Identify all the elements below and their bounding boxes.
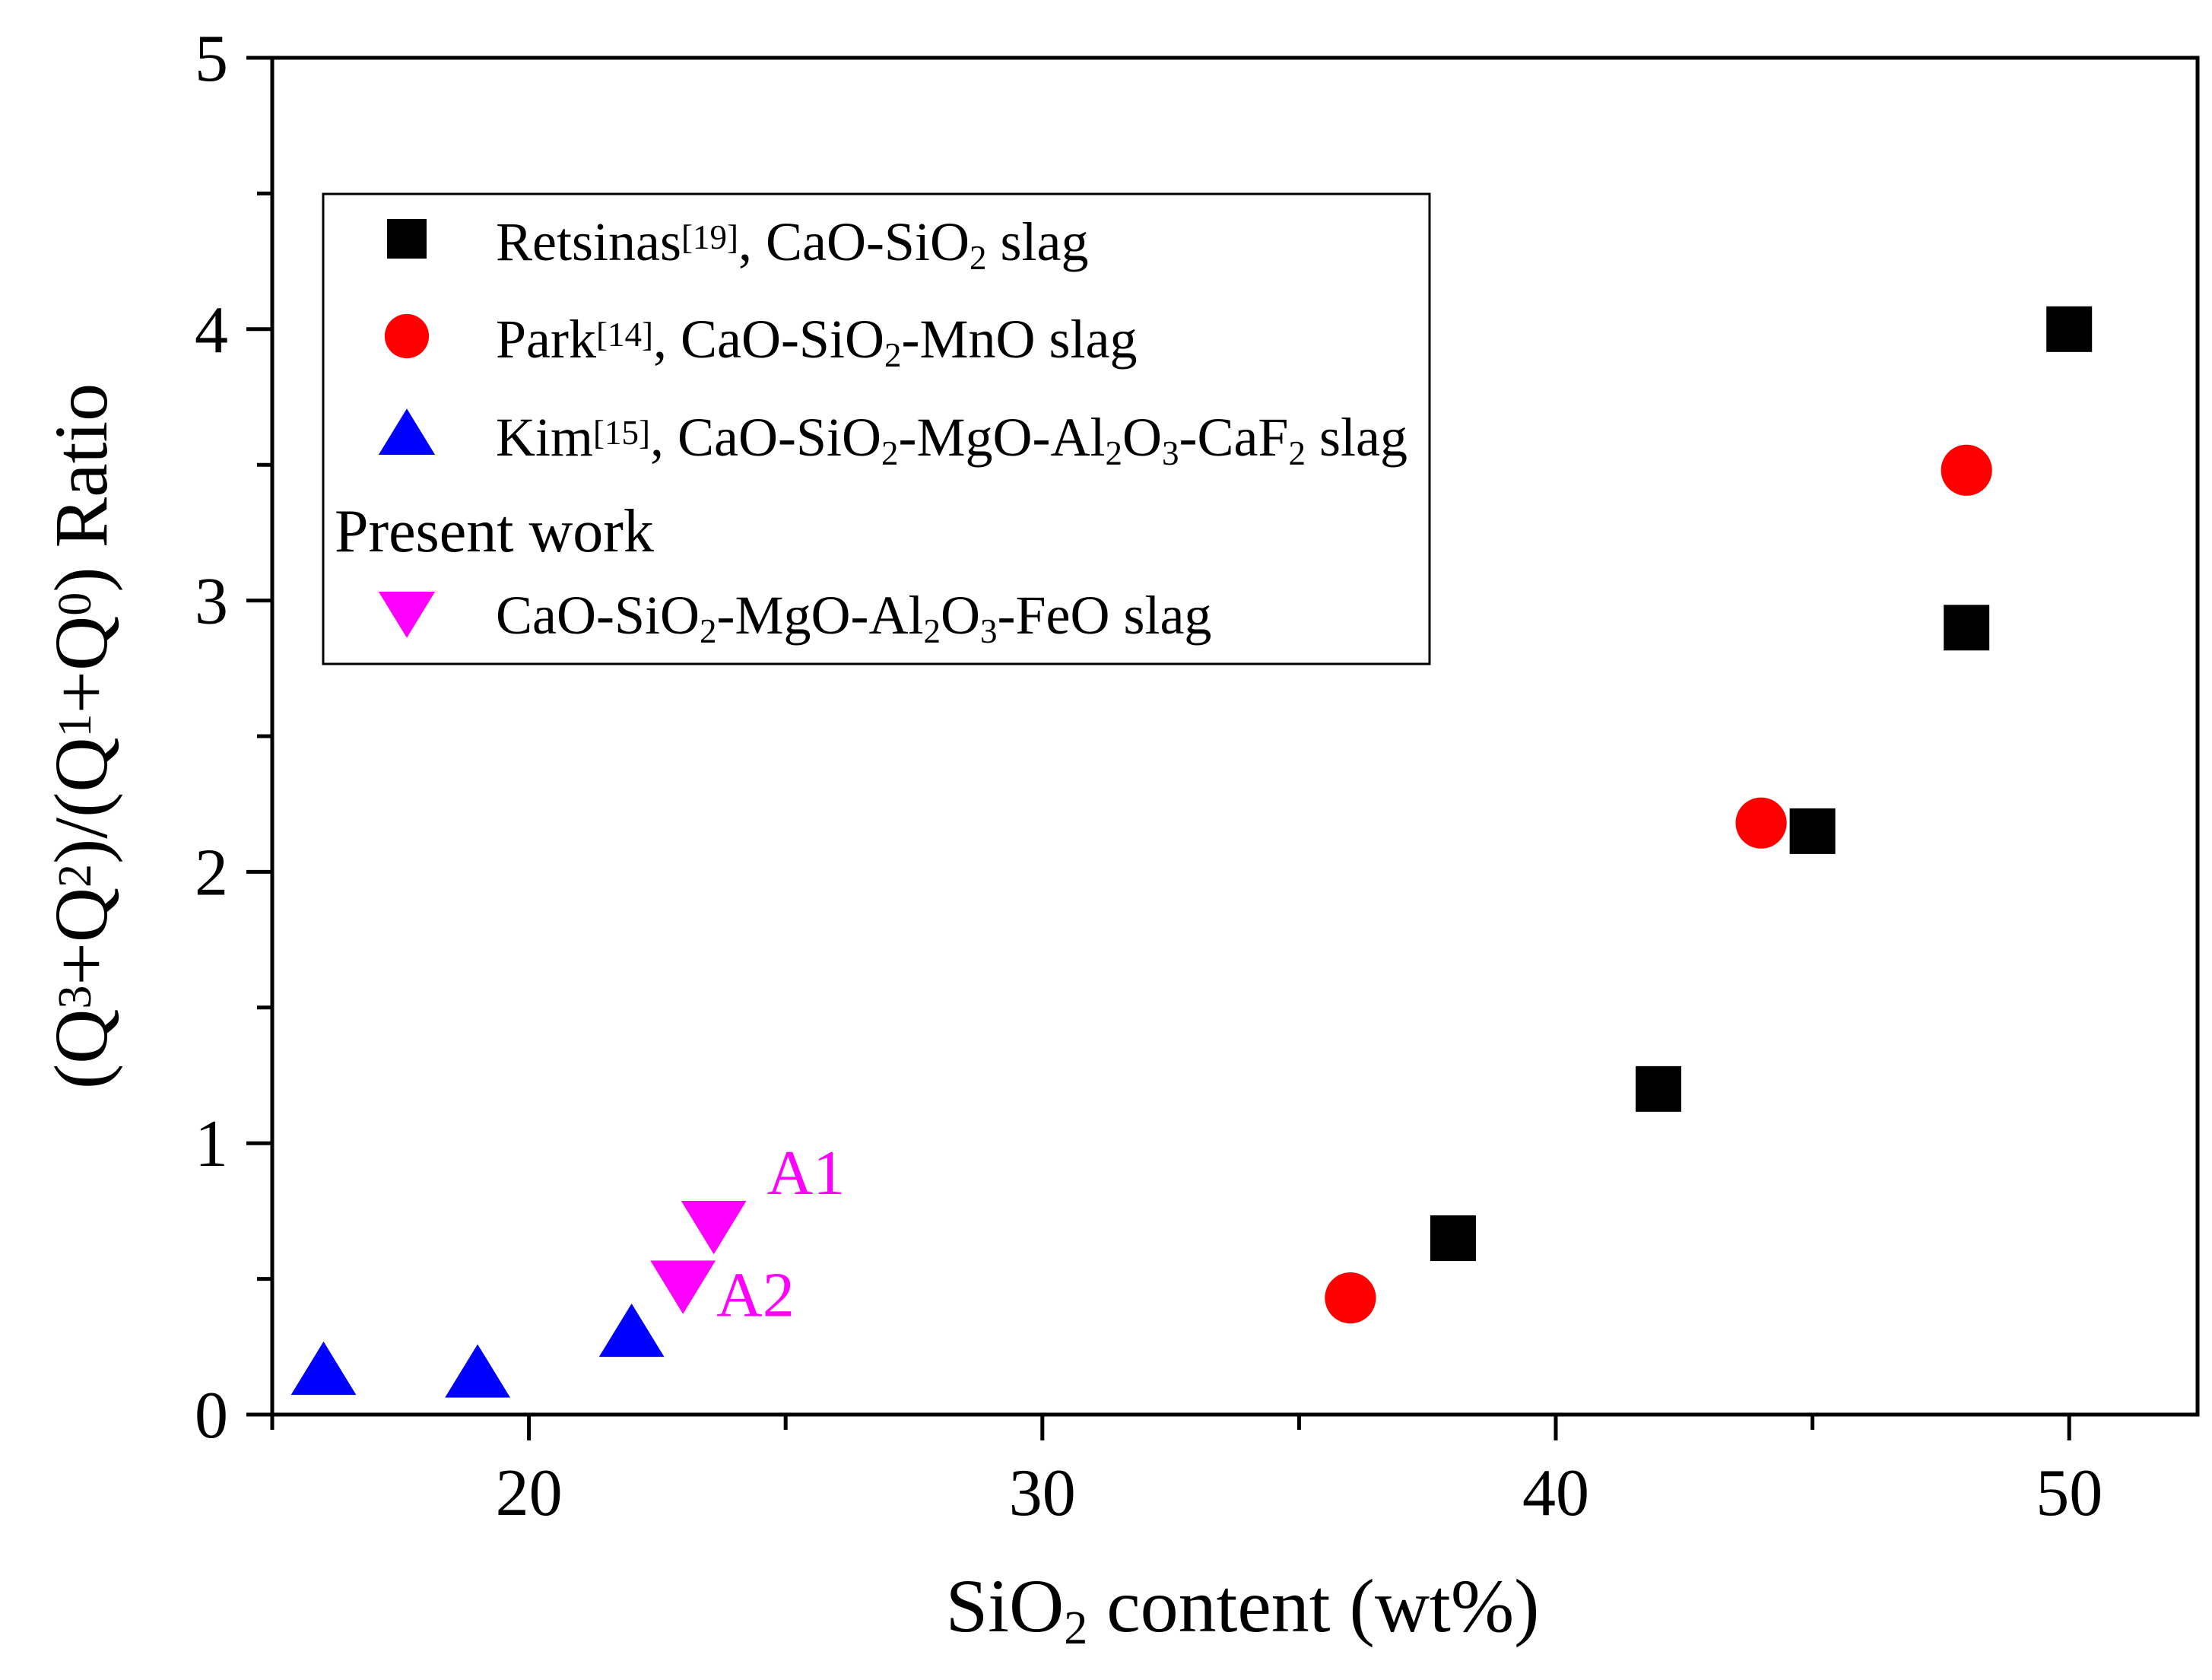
axis-labels: SiO2 content (wt%)(Q3+Q2)/(Q1+Q0) Ratio <box>39 383 1539 1654</box>
legend-label-1-run-2: , CaO-SiO <box>653 309 884 370</box>
series-0-point-2 <box>1789 808 1836 854</box>
y-axis-label-run-5: 1 <box>49 713 101 737</box>
legend-label-3: CaO-SiO2-MgO-Al2O3-FeO slag <box>496 585 1211 650</box>
legend-marker-2 <box>378 408 436 456</box>
series-2-point-0 <box>290 1341 357 1396</box>
legend-label-2-run-1: [15] <box>593 414 650 452</box>
legend-label-1-run-0: Park <box>496 309 596 370</box>
y-axis-label-run-7: 0 <box>49 592 101 616</box>
x-axis-label-run-2: content (wt%) <box>1087 1564 1539 1648</box>
point-label-a1: A1 <box>767 1138 846 1208</box>
y-axis-label-run-6: +Q <box>39 616 123 714</box>
legend-label-2-run-10: slag <box>1306 407 1407 468</box>
y-tick-label: 1 <box>195 1107 228 1181</box>
legend-label-3-run-6: -FeO slag <box>997 585 1211 646</box>
point-labels: A1 A2 <box>716 1138 845 1330</box>
legend-label-0-run-3: 2 <box>970 239 987 277</box>
series-3-point-0 <box>681 1201 747 1255</box>
legend-label-2-run-7: 3 <box>1162 434 1179 472</box>
legend-label-2-run-2: , CaO-SiO <box>650 407 881 468</box>
legend-label-1-run-3: 2 <box>884 336 902 374</box>
y-tick-label: 4 <box>195 294 228 367</box>
x-tick-label: 20 <box>496 1456 563 1530</box>
data-marks <box>290 306 2093 1398</box>
legend-label-2-run-0: Kim <box>496 407 593 468</box>
series-3-point-1 <box>650 1260 716 1314</box>
series-2-point-2 <box>598 1303 665 1358</box>
y-tick-label: 5 <box>195 22 228 96</box>
legend-label-3-run-3: 2 <box>923 612 941 650</box>
y-tick-label: 0 <box>195 1379 228 1453</box>
axis-ticks <box>246 56 2071 1440</box>
legend-label-2-run-4: -MgO-Al <box>899 407 1106 468</box>
legend-label-2: Kim[15], CaO-SiO2-MgO-Al2O3-CaF2 slag <box>496 407 1407 472</box>
legend-label-1: Park[14], CaO-SiO2-MnO slag <box>496 309 1137 374</box>
legend-box <box>322 192 1431 665</box>
legend-label-3-run-5: 3 <box>980 612 998 650</box>
series-1-point-0 <box>1325 1272 1376 1324</box>
legend-group-title: Present work <box>335 498 654 565</box>
y-axis-label-run-4: )/(Q <box>39 737 123 864</box>
legend-label-0-run-2: , CaO-SiO <box>738 211 970 272</box>
series-0-point-4 <box>2046 306 2093 352</box>
y-tick-label: 3 <box>195 565 228 639</box>
x-axis-label-run-0: SiO <box>946 1564 1065 1648</box>
y-axis-label: (Q3+Q2)/(Q1+Q0) Ratio <box>39 383 123 1089</box>
axis-tick-labels: 20 30 40 50 0 1 2 3 4 5 <box>195 22 2103 1530</box>
legend-label-2-run-5: 2 <box>1105 434 1122 472</box>
legend-label-3-run-0: CaO-SiO <box>496 585 700 646</box>
legend-label-3-run-1: 2 <box>700 612 717 650</box>
y-axis-label-run-0: (Q <box>39 1009 123 1090</box>
y-axis-label-run-8: ) Ratio <box>39 383 123 592</box>
legend-label-3-run-2: -MgO-Al <box>717 585 924 646</box>
legend-label-2-run-3: 2 <box>881 434 899 472</box>
legend-marker-1 <box>384 313 430 359</box>
legend-label-0-run-1: [19] <box>681 218 738 256</box>
series-0-point-0 <box>1430 1215 1476 1262</box>
legend-label-3-run-4: O <box>941 585 980 646</box>
y-axis-label-run-3: 2 <box>49 864 101 888</box>
legend-label-1-run-4: -MnO slag <box>901 309 1137 370</box>
x-axis-label-run-1: 2 <box>1064 1602 1087 1654</box>
x-tick-label: 40 <box>1522 1456 1589 1530</box>
legend-label-2-run-6: O <box>1122 407 1162 468</box>
point-label-a2: A2 <box>716 1260 795 1331</box>
legend-marker-3 <box>378 591 436 638</box>
x-tick-label: 30 <box>1009 1456 1076 1530</box>
y-axis-label-run-2: +Q <box>39 888 123 986</box>
y-tick-label: 2 <box>195 836 228 910</box>
legend-label-1-run-1: [14] <box>596 316 653 354</box>
legend-label-2-run-8: -CaF <box>1179 407 1288 468</box>
legend-label-0-run-0: Retsinas <box>496 211 681 272</box>
x-axis-label: SiO2 content (wt%) <box>946 1564 1540 1654</box>
legend-marker-0 <box>387 219 427 259</box>
series-1-point-2 <box>1941 444 1992 496</box>
x-tick-label: 50 <box>2036 1456 2103 1530</box>
series-0-point-3 <box>1944 605 1990 651</box>
legend-label-2-run-9: 2 <box>1288 434 1306 472</box>
series-1-point-1 <box>1735 797 1787 849</box>
legend-label-0-run-4: slag <box>986 211 1088 272</box>
y-axis-label-run-1: 3 <box>49 986 101 1009</box>
series-0-point-1 <box>1636 1065 1682 1112</box>
legend-label-0: Retsinas[19], CaO-SiO2 slag <box>496 211 1088 277</box>
series-2-point-1 <box>445 1344 510 1398</box>
